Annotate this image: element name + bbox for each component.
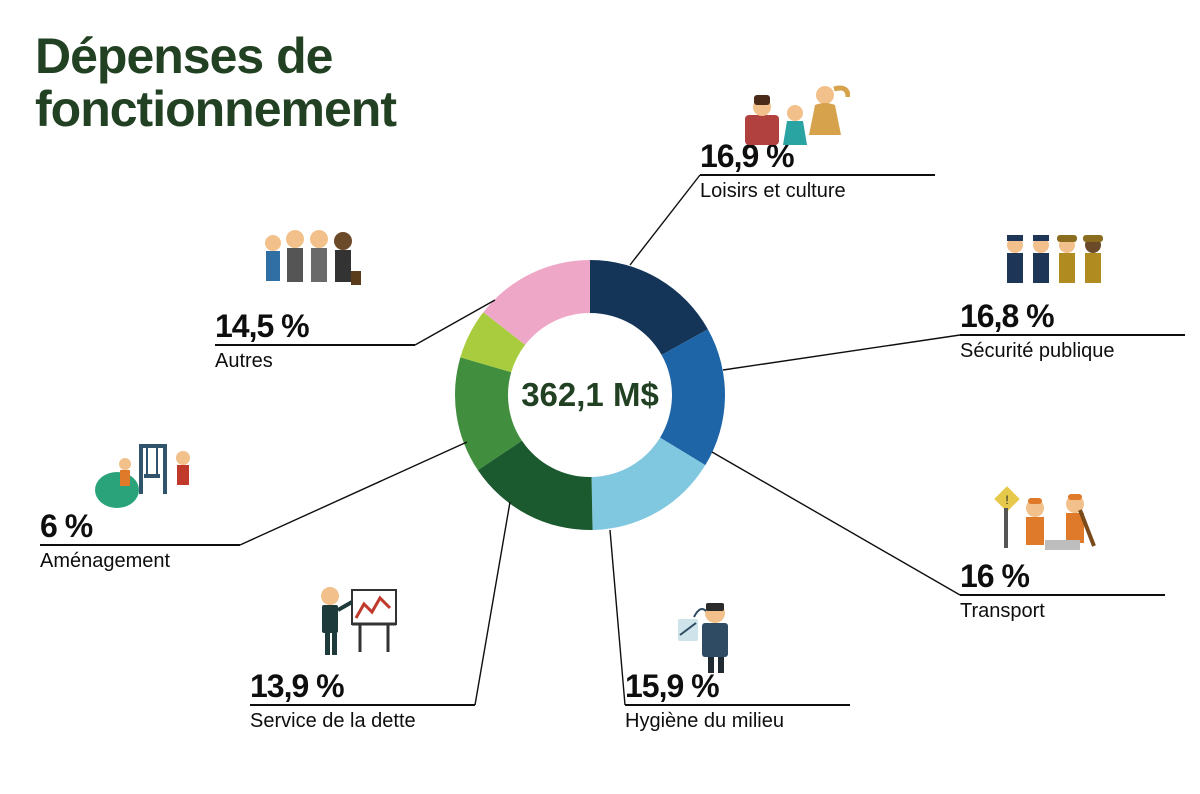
underline-securite [960, 334, 1185, 336]
police-icon [1000, 225, 1110, 312]
leader-loisirs [630, 175, 700, 265]
leader-transport [712, 452, 960, 595]
category-amenage: Aménagement [40, 550, 240, 573]
donut-slice-amenage [460, 312, 525, 372]
label-amenage: 6 %Aménagement [40, 510, 240, 573]
center-total: 362,1 M$ [521, 376, 659, 414]
playground-icon [95, 430, 205, 517]
presenter-icon [300, 580, 410, 667]
donut-slice-autres [483, 260, 590, 345]
pct-autres: 14,5 % [215, 310, 415, 342]
leader-autres [415, 300, 495, 345]
underline-autres [215, 344, 415, 346]
donut-slice-transport [592, 438, 706, 530]
label-dette: 13,9 % Service de la dette [250, 670, 475, 733]
family-icon [740, 75, 850, 162]
leader-amenage [240, 442, 467, 545]
label-transport: 16 %Transport [960, 560, 1165, 623]
svg-text:!: ! [1005, 493, 1008, 507]
donut-slice-dette [455, 357, 522, 470]
leader-hygiene [610, 530, 625, 705]
label-autres: 14,5 % Autres [215, 310, 415, 373]
underline-amenage [40, 544, 240, 546]
speaker-icon [660, 595, 770, 682]
underline-dette [250, 704, 475, 706]
page-title: Dépenses defonctionnement [35, 30, 396, 135]
category-autres: Autres [215, 350, 415, 373]
pct-dette: 13,9 % [250, 670, 475, 702]
underline-transport [960, 594, 1165, 596]
category-transport: Transport [960, 600, 1165, 623]
category-dette: Service de la dette [250, 710, 475, 733]
donut-slice-loisirs [590, 260, 708, 355]
leader-securite [723, 335, 960, 370]
category-hygiene: Hygiène du milieu [625, 710, 850, 733]
worker-icon: ! [990, 480, 1100, 567]
underline-loisirs [700, 174, 935, 176]
leader-dette [475, 502, 510, 705]
group-icon [255, 225, 365, 312]
category-loisirs: Loisirs et culture [700, 180, 935, 203]
donut-slice-hygiene [478, 441, 593, 530]
underline-hygiene [625, 704, 850, 706]
category-securite: Sécurité publique [960, 340, 1185, 363]
donut-slice-securite [660, 329, 725, 465]
